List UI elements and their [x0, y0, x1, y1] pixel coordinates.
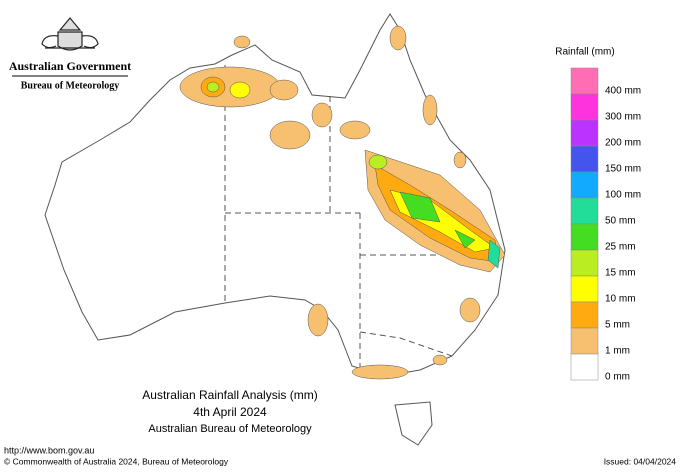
legend-label: 25 mm	[605, 242, 636, 253]
legend-swatch	[570, 353, 599, 381]
caption-date: 4th April 2024	[193, 405, 267, 419]
legend-label: 300 mm	[605, 112, 641, 123]
legend-label: 100 mm	[605, 190, 641, 201]
legend-swatch	[570, 301, 599, 329]
legend-swatch	[570, 327, 599, 355]
legend-swatch	[570, 171, 599, 199]
legend-swatch	[570, 145, 599, 173]
legend-swatch	[570, 93, 599, 121]
legend-label: 200 mm	[605, 138, 641, 149]
map	[44, 13, 506, 446]
caption-source: Australian Bureau of Meteorology	[148, 423, 312, 435]
footer-issued: Issued: 04/04/2024	[604, 456, 677, 466]
rainfall-areas	[179, 25, 506, 380]
coat-of-arms	[41, 17, 99, 51]
legend-label: 1 mm	[605, 346, 630, 357]
legend-swatch	[570, 223, 599, 251]
state-borders	[224, 65, 500, 372]
legend-swatch	[570, 197, 599, 225]
legend: 400 mm 300 mm 200 mm 150 mm 100 mm 50 mm 25 mm…	[570, 67, 641, 383]
legend-swatch	[570, 67, 599, 95]
caption-title: Australian Rainfall Analysis (mm)	[142, 388, 317, 402]
legend-label: 50 mm	[605, 216, 636, 227]
footer-copyright: © Commonwealth of Australia 2024, Bureau…	[4, 456, 229, 466]
legend-swatch	[570, 119, 599, 147]
legend-label: 400 mm	[605, 86, 641, 97]
australia-outline	[44, 13, 506, 377]
footer-url: http://www.bom.gov.au	[4, 445, 94, 455]
tasmania	[394, 401, 433, 446]
legend-label: 15 mm	[605, 268, 636, 279]
legend-label: 150 mm	[605, 164, 641, 175]
government-name: Australian Government	[9, 59, 131, 73]
legend-swatch	[570, 249, 599, 277]
legend-swatch	[570, 275, 599, 303]
legend-label: 5 mm	[605, 320, 630, 331]
agency-name: Bureau of Meteorology	[21, 80, 120, 91]
legend-title: Rainfall (mm)	[555, 47, 614, 58]
legend-label: 10 mm	[605, 294, 636, 305]
legend-label: 0 mm	[605, 372, 630, 383]
